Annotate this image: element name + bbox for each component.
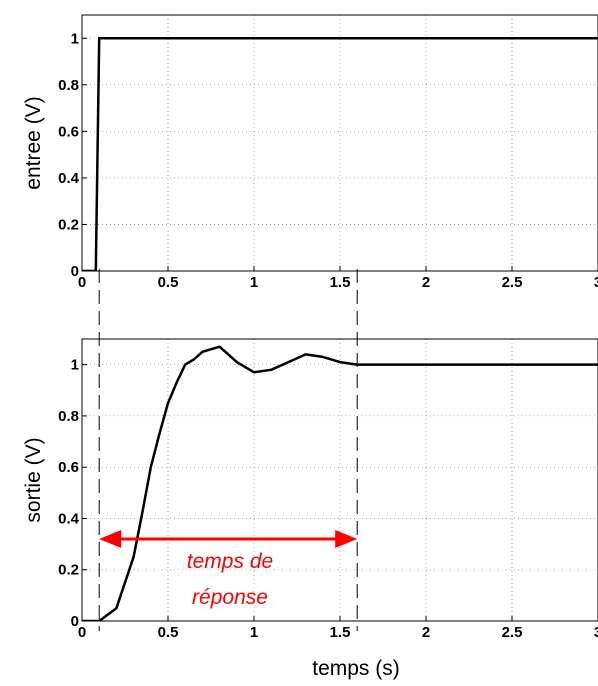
- input-y-axis-label: entree (V): [22, 96, 45, 189]
- output-y-tick-label: 0.4: [58, 510, 80, 527]
- output-x-tick-label: 1.5: [330, 624, 351, 641]
- input-step-line: [82, 37, 598, 271]
- arrow-head-left-icon: [99, 529, 122, 548]
- input-panel: 0 0.5 1 1.5 2 2.5 3 0 0.2 0.4 0.6 0.8 1 entree (V): [22, 14, 598, 291]
- input-tick-labels: 0 0.5 1 1.5 2 2.5 3 0 0.2 0.4 0.6 0.8 1: [58, 30, 598, 291]
- input-x-tick-label: 1: [250, 274, 258, 291]
- output-y-tick-label: 1: [71, 357, 79, 374]
- output-x-tick-label: 0: [78, 624, 86, 641]
- output-panel: 0 0.5 1 1.5 2 2.5 3 0 0.2 0.4 0.6 0.8 1 sortie (V) t…: [22, 338, 598, 680]
- output-y-tick-label: 0.8: [58, 408, 79, 425]
- output-grid: [82, 339, 598, 621]
- output-y-tick-label: 0.6: [58, 459, 79, 476]
- input-y-tick-label: 0.6: [58, 123, 79, 140]
- output-y-tick-label: 0.2: [58, 562, 79, 579]
- output-x-tick-label: 3: [594, 624, 598, 641]
- output-response-line: [82, 345, 598, 621]
- input-grid: [82, 15, 598, 271]
- x-axis-label: temps (s): [312, 657, 400, 680]
- output-x-tick-label: 2: [422, 624, 430, 641]
- input-x-tick-label: 1.5: [330, 274, 351, 291]
- response-time-markers: [98, 269, 358, 631]
- input-y-tick-label: 0.8: [58, 77, 79, 94]
- input-x-tick-label: 2: [422, 274, 430, 291]
- input-x-tick-label: 0.5: [158, 274, 179, 291]
- output-tick-labels: 0 0.5 1 1.5 2 2.5 3 0 0.2 0.4 0.6 0.8 1: [58, 357, 598, 641]
- output-y-axis-label: sortie (V): [22, 437, 45, 522]
- input-y-tick-label: 0.2: [58, 216, 79, 233]
- annotation-line-2: réponse: [192, 586, 268, 609]
- input-x-tick-label: 0: [78, 274, 86, 291]
- input-x-tick-label: 3: [594, 274, 598, 291]
- input-y-tick-label: 0: [71, 263, 79, 280]
- response-time-annotation: temps de réponse: [99, 529, 358, 609]
- output-y-tick-label: 0: [71, 613, 79, 630]
- arrow-head-right-icon: [335, 529, 358, 548]
- annotation-line-1: temps de: [187, 550, 273, 573]
- input-y-tick-label: 0.4: [58, 170, 80, 187]
- input-y-tick-label: 1: [71, 30, 79, 47]
- output-x-tick-label: 0.5: [158, 624, 179, 641]
- input-x-tick-label: 2.5: [502, 274, 523, 291]
- output-x-tick-label: 2.5: [502, 624, 523, 641]
- output-x-tick-label: 1: [250, 624, 258, 641]
